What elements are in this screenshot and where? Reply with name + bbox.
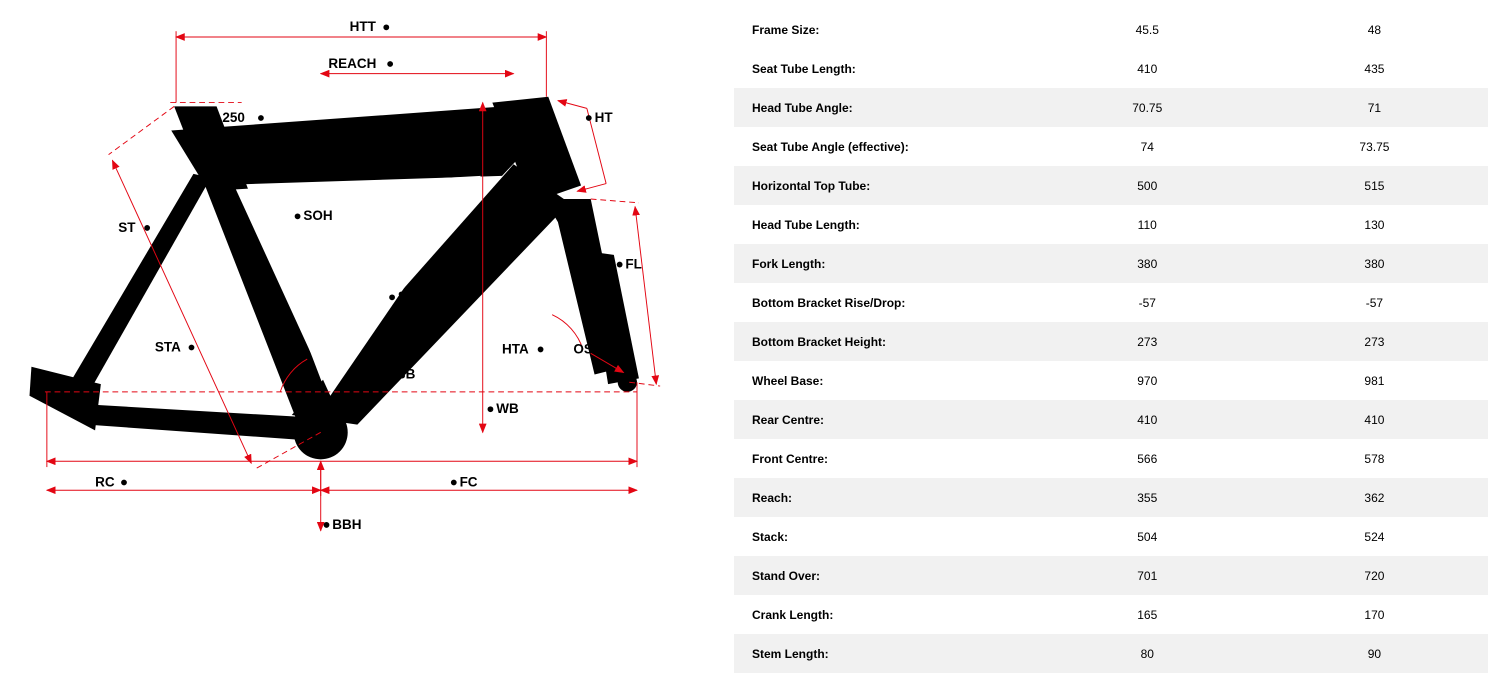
- spec-value-2: 380: [1261, 244, 1488, 283]
- spec-label: Stack:: [734, 517, 1034, 556]
- label-stack: STACK: [398, 289, 444, 304]
- spec-value-1: 566: [1034, 439, 1261, 478]
- spec-value-1: 500: [1034, 166, 1261, 205]
- spec-value-1: 45.5: [1034, 10, 1261, 49]
- table-row: Seat Tube Angle (effective):7473.75: [734, 127, 1488, 166]
- table-row: Frame Size:45.548: [734, 10, 1488, 49]
- table-row: Front Centre:566578: [734, 439, 1488, 478]
- spec-value-1: 80: [1034, 634, 1261, 673]
- spec-label: Stand Over:: [734, 556, 1034, 595]
- label-os: OS: [573, 341, 593, 356]
- spec-value-1: 70.75: [1034, 88, 1261, 127]
- label-soh: SOH: [303, 208, 332, 223]
- spec-label: Wheel Base:: [734, 361, 1034, 400]
- label-htt: HTT: [350, 19, 377, 34]
- spec-label: Rear Centre:: [734, 400, 1034, 439]
- table-row: Rear Centre:410410: [734, 400, 1488, 439]
- spec-value-2: 981: [1261, 361, 1488, 400]
- spec-label: Front Centre:: [734, 439, 1034, 478]
- geometry-diagram: HTT REACH 250 HT ST SOH: [0, 0, 680, 686]
- spec-value-2: 71: [1261, 88, 1488, 127]
- spec-value-1: 701: [1034, 556, 1261, 595]
- table-row: Horizontal Top Tube:500515: [734, 166, 1488, 205]
- spec-value-1: 273: [1034, 322, 1261, 361]
- spec-value-2: 515: [1261, 166, 1488, 205]
- label-fc: FC: [460, 474, 478, 489]
- spec-value-2: 73.75: [1261, 127, 1488, 166]
- spec-label: Bottom Bracket Rise/Drop:: [734, 283, 1034, 322]
- label-250: 250: [222, 110, 245, 125]
- spec-value-1: 410: [1034, 400, 1261, 439]
- geometry-table: Frame Size:45.548Seat Tube Length:410435…: [734, 10, 1488, 673]
- spec-label: Stem Length:: [734, 634, 1034, 673]
- table-row: Wheel Base:970981: [734, 361, 1488, 400]
- table-row: Fork Length:380380: [734, 244, 1488, 283]
- spec-value-2: 362: [1261, 478, 1488, 517]
- table-row: Head Tube Angle:70.7571: [734, 88, 1488, 127]
- label-sta: STA: [155, 339, 181, 354]
- table-row: Stem Length:8090: [734, 634, 1488, 673]
- label-rc: RC: [95, 474, 115, 489]
- table-row: Seat Tube Length:410435: [734, 49, 1488, 88]
- spec-label: Head Tube Angle:: [734, 88, 1034, 127]
- spec-value-2: 435: [1261, 49, 1488, 88]
- table-row: Crank Length:165170: [734, 595, 1488, 634]
- spec-value-2: 48: [1261, 10, 1488, 49]
- spec-label: Crank Length:: [734, 595, 1034, 634]
- spec-value-2: 720: [1261, 556, 1488, 595]
- spec-label: Seat Tube Angle (effective):: [734, 127, 1034, 166]
- label-bbh: BBH: [332, 517, 361, 532]
- spec-label: Horizontal Top Tube:: [734, 166, 1034, 205]
- spec-value-2: 273: [1261, 322, 1488, 361]
- table-row: Stack:504524: [734, 517, 1488, 556]
- frame-silhouette: [30, 97, 639, 460]
- spec-value-2: 524: [1261, 517, 1488, 556]
- spec-label: Reach:: [734, 478, 1034, 517]
- spec-value-1: 504: [1034, 517, 1261, 556]
- spec-label: Fork Length:: [734, 244, 1034, 283]
- table-row: Bottom Bracket Height:273273: [734, 322, 1488, 361]
- spec-value-1: 410: [1034, 49, 1261, 88]
- geometry-table-container: Frame Size:45.548Seat Tube Length:410435…: [680, 0, 1512, 686]
- spec-value-2: 90: [1261, 634, 1488, 673]
- spec-label: Bottom Bracket Height:: [734, 322, 1034, 361]
- spec-value-1: -57: [1034, 283, 1261, 322]
- label-reach: REACH: [328, 56, 376, 71]
- table-row: Stand Over:701720: [734, 556, 1488, 595]
- spec-value-1: 970: [1034, 361, 1261, 400]
- spec-value-1: 110: [1034, 205, 1261, 244]
- label-st: ST: [118, 220, 136, 235]
- label-hta: HTA: [502, 341, 529, 356]
- spec-value-2: -57: [1261, 283, 1488, 322]
- table-row: Bottom Bracket Rise/Drop:-57-57: [734, 283, 1488, 322]
- spec-value-1: 355: [1034, 478, 1261, 517]
- spec-value-1: 380: [1034, 244, 1261, 283]
- table-row: Head Tube Length:110130: [734, 205, 1488, 244]
- label-wb: WB: [496, 401, 519, 416]
- label-ht: HT: [595, 110, 614, 125]
- spec-label: Head Tube Length:: [734, 205, 1034, 244]
- label-bb: BB: [396, 366, 416, 381]
- spec-label: Frame Size:: [734, 10, 1034, 49]
- table-row: Reach:355362: [734, 478, 1488, 517]
- spec-value-1: 74: [1034, 127, 1261, 166]
- label-fl: FL: [625, 256, 641, 271]
- spec-label: Seat Tube Length:: [734, 49, 1034, 88]
- spec-value-2: 170: [1261, 595, 1488, 634]
- spec-value-2: 578: [1261, 439, 1488, 478]
- spec-value-2: 130: [1261, 205, 1488, 244]
- spec-value-2: 410: [1261, 400, 1488, 439]
- spec-value-1: 165: [1034, 595, 1261, 634]
